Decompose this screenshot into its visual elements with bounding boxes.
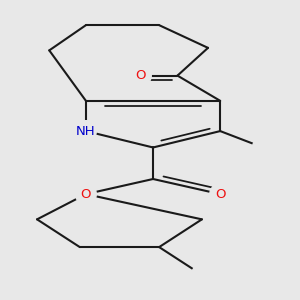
Circle shape [130,65,151,86]
Text: O: O [215,188,226,201]
Circle shape [210,184,231,205]
Circle shape [253,137,273,158]
Circle shape [76,184,96,205]
Circle shape [191,264,212,285]
Text: O: O [81,188,91,201]
Circle shape [76,121,96,142]
Text: NH: NH [76,124,96,138]
Text: O: O [136,69,146,82]
